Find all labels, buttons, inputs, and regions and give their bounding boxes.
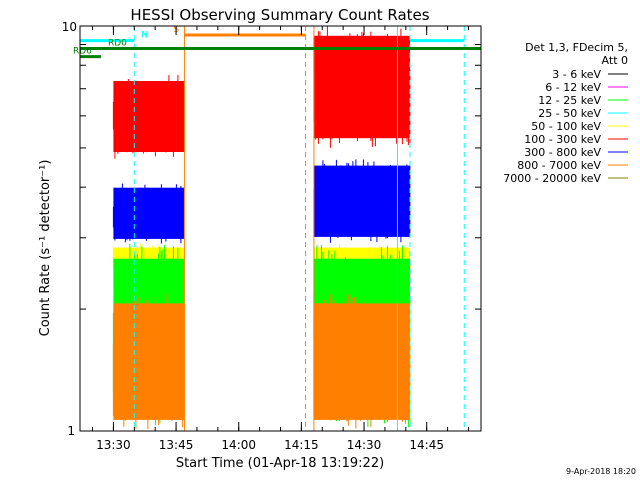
x-tick-label-0: 13:30 [96,438,131,452]
flag-label-rd6: RD6 [73,47,92,57]
series-0-trace-0 [112,74,185,159]
x-tick-label-4: 14:30 [347,438,382,452]
legend-entry-label: 50 - 100 keV [531,120,601,133]
series-1 [112,159,411,244]
legend-entry-label: 6 - 12 keV [545,81,601,94]
x-tick-label-1: 13:45 [159,438,194,452]
flag-rd6: RD6 [73,47,101,59]
legend-header-line-1: Det 1,3, FDecim 5, [525,41,628,54]
legend-header-line-2: Att 0 [602,54,628,67]
flag-label-rd0: RD0 [108,38,127,48]
footer-date: 9-Apr-2018 18:20 [566,467,636,476]
series-4-trace-0 [112,292,185,430]
y-tick-label-max: 10 [62,20,77,34]
flag-rd0: RD0 [80,38,481,50]
legend-entry-label: 7000 - 20000 keV [503,172,601,185]
y-tick-label-min: 1 [67,424,75,438]
legend-entry-label: 800 - 7000 keV [517,159,601,172]
y-axis-label: Count Rate (s⁻¹ detector⁻¹) [38,160,53,337]
x-tick-label-2: 14:00 [221,438,256,452]
series-4 [112,292,411,430]
legend-entry-label: 3 - 6 keV [552,68,601,81]
x-tick-label-5: 14:45 [409,438,444,452]
x-tick-label-3: 14:15 [284,438,319,452]
flag-label-n: N [141,31,148,41]
x-axis-label: Start Time (01-Apr-18 13:19:22) [176,456,384,471]
series-0 [112,26,411,159]
series-1-trace-0 [112,183,185,244]
legend-entry-label: 12 - 25 keV [538,94,601,107]
legend-entry-label: 300 - 800 keV [524,146,601,159]
legend-entry-label: 25 - 50 keV [538,107,601,120]
legend-entry-label: 100 - 300 keV [524,133,601,146]
chart-title: HESSI Observing Summary Count Rates [130,6,429,24]
flag-n: N [80,31,465,43]
